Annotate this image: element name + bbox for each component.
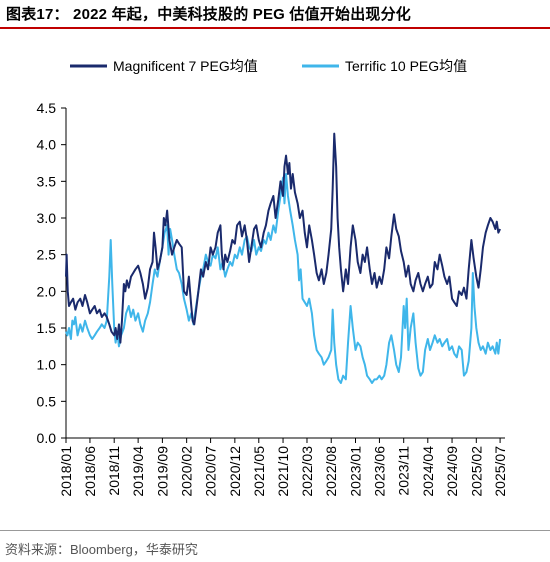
x-tick-label: 2025/07: [492, 446, 508, 497]
y-tick-label: 4.0: [37, 137, 57, 153]
title-rule: [0, 27, 550, 29]
x-tick-label: 2020/02: [179, 446, 195, 497]
axes: 0.0 0.5 1.0 1.5 2.0 2.5 3.0 3.5 4.0 4.5 2018/01 201…: [37, 100, 509, 497]
source-note: 资料来源：Bloomberg，华泰研究: [5, 542, 198, 557]
legend-label-mag7: Magnificent 7 PEG均值: [113, 58, 258, 74]
y-tick-label: 1.5: [37, 320, 57, 336]
plot-area: [65, 132, 502, 384]
y-tick-label: 2.0: [37, 283, 57, 299]
x-tick-label: 2023/11: [396, 446, 412, 496]
x-tick-label: 2025/02: [468, 446, 484, 497]
x-tick-label: 2023/01: [347, 446, 363, 497]
y-tick-label: 4.5: [37, 100, 57, 116]
x-tick-label: 2021/10: [275, 446, 291, 497]
x-tick-label: 2023/06: [371, 446, 387, 497]
series-line-mag7: [65, 132, 501, 344]
x-tick-label: 2018/11: [106, 446, 122, 496]
x-tick-label: 2024/04: [420, 446, 436, 497]
x-tick-label: 2019/09: [154, 446, 170, 497]
peg-line-chart: Magnificent 7 PEG均值 Terrific 10 PEG均值 0.…: [37, 58, 509, 497]
source-rule: [0, 530, 550, 531]
y-tick-label: 1.0: [37, 357, 57, 373]
figure-title: 图表17： 2022 年起，中美科技股的 PEG 估值开始出现分化: [6, 6, 412, 23]
y-tick-label: 3.0: [37, 210, 57, 226]
legend-label-terrific10: Terrific 10 PEG均值: [345, 58, 467, 74]
x-tick-label: 2024/09: [444, 446, 460, 497]
y-tick-label: 3.5: [37, 173, 57, 189]
y-tick-label: 2.5: [37, 247, 57, 263]
x-tick-label: 2022/08: [323, 446, 339, 497]
y-tick-label: 0.0: [37, 430, 57, 446]
x-tick-label: 2020/07: [203, 446, 219, 497]
y-tick-label: 0.5: [37, 393, 57, 409]
x-tick-label: 2018/01: [58, 446, 74, 497]
x-tick-label: 2018/06: [82, 446, 98, 497]
x-tick-label: 2020/12: [227, 446, 243, 497]
x-tick-label: 2021/05: [251, 446, 267, 497]
legend: Magnificent 7 PEG均值 Terrific 10 PEG均值: [70, 58, 467, 74]
x-tick-label: 2022/03: [299, 446, 315, 497]
x-tick-label: 2019/04: [130, 446, 146, 497]
